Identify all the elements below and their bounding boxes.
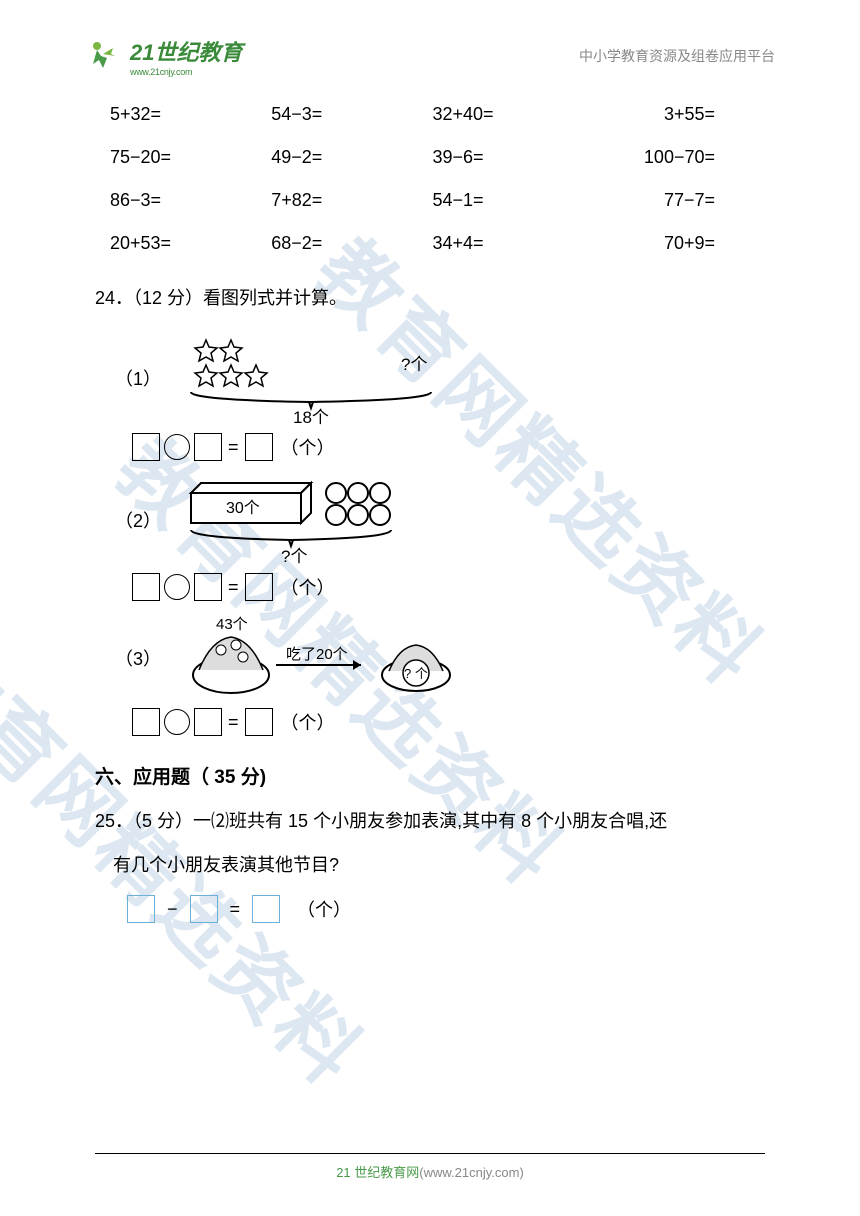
answer-box[interactable]	[252, 895, 280, 923]
fig3-question: ? 个	[404, 666, 428, 681]
unit-label: （个）	[297, 896, 351, 922]
q25-title: 25．（5 分）一⑵班共有 15 个小朋友参加表演,其中有 8 个小朋友合唱,还	[95, 797, 765, 845]
logo: 21世纪教育 www.21cnjy.com	[85, 35, 242, 77]
math-problems-grid: 5+32= 54−3= 32+40= 3+55= 75−20= 49−2= 39…	[95, 92, 765, 274]
unit-label: （个）	[281, 574, 335, 600]
q24-fig1: ?个 18个	[181, 330, 441, 425]
math-cell: 39−6=	[433, 147, 594, 168]
logo-icon	[85, 36, 125, 76]
answer-box[interactable]	[132, 433, 160, 461]
q24-formula1: = （个）	[130, 433, 765, 461]
math-cell: 70+9=	[594, 233, 755, 254]
sub-label: （1）	[115, 365, 161, 391]
math-cell: 20+53=	[110, 233, 271, 254]
q24-fig2: 30个 ?个	[181, 475, 431, 565]
math-cell: 100−70=	[594, 147, 755, 168]
math-cell: 54−1=	[433, 190, 594, 211]
header-right-text: 中小学教育资源及组卷应用平台	[579, 46, 775, 66]
q25-number: 25．	[95, 811, 133, 831]
equals-sign: =	[228, 577, 239, 598]
fig1-question: ?个	[401, 355, 427, 374]
operator-circle[interactable]	[164, 709, 190, 735]
math-cell: 5+32=	[110, 104, 271, 125]
footer-brand: 21 世纪教育网	[336, 1165, 419, 1180]
fig2-question: ?个	[281, 547, 307, 565]
fig1-total: 18个	[293, 408, 329, 425]
fig3-action: 吃了20个	[286, 646, 348, 663]
answer-box[interactable]	[190, 895, 218, 923]
math-cell: 32+40=	[433, 104, 594, 125]
section6-title: 六、应用题（ 35 分)	[95, 750, 765, 797]
footer-url: (www.21cnjy.com)	[419, 1165, 524, 1180]
q24-points: （12 分）	[133, 288, 203, 308]
q25-text1: 一⑵班共有 15 个小朋友参加表演,其中有 8 个小朋友合唱,还	[193, 811, 667, 831]
math-cell: 54−3=	[271, 104, 432, 125]
answer-box[interactable]	[194, 573, 222, 601]
math-cell: 75−20=	[110, 147, 271, 168]
math-cell: 77−7=	[594, 190, 755, 211]
unit-label: （个）	[281, 434, 335, 460]
fig3-start: 43个	[216, 616, 248, 633]
answer-box[interactable]	[245, 433, 273, 461]
sub-label: （3）	[115, 645, 161, 671]
page-header: 21世纪教育 www.21cnjy.com 中小学教育资源及组卷应用平台	[0, 0, 860, 87]
sub-label: （2）	[115, 507, 161, 533]
q24-formula2: = （个）	[130, 573, 765, 601]
math-cell: 7+82=	[271, 190, 432, 211]
answer-box[interactable]	[127, 895, 155, 923]
math-cell: 86−3=	[110, 190, 271, 211]
answer-box[interactable]	[194, 433, 222, 461]
unit-label: （个）	[281, 709, 335, 735]
equals-sign: =	[230, 899, 241, 920]
q24-title: 24．（12 分）看图列式并计算。	[95, 274, 765, 322]
q25-points: （5 分）	[133, 811, 193, 831]
answer-box[interactable]	[245, 708, 273, 736]
page-footer: 21 世纪教育网(www.21cnjy.com)	[0, 1153, 860, 1181]
answer-box[interactable]	[245, 573, 273, 601]
operator-circle[interactable]	[164, 434, 190, 460]
q24-number: 24．	[95, 288, 133, 308]
q24-fig3: 43个 吃了20个 ? 个	[181, 615, 471, 700]
q24-sub1: （1） ?个 18个	[115, 330, 765, 425]
logo-main-text: 21世纪教育	[130, 35, 242, 67]
math-cell: 34+4=	[433, 233, 594, 254]
minus-sign: −	[167, 899, 178, 920]
q25-text2: 有几个小朋友表演其他节目?	[95, 846, 765, 886]
equals-sign: =	[228, 437, 239, 458]
footer-divider	[95, 1153, 765, 1154]
q24-text: 看图列式并计算。	[203, 288, 347, 308]
q25-answer: − = （个）	[125, 895, 765, 923]
math-cell: 68−2=	[271, 233, 432, 254]
equals-sign: =	[228, 712, 239, 733]
math-cell: 49−2=	[271, 147, 432, 168]
answer-box[interactable]	[194, 708, 222, 736]
math-cell: 3+55=	[594, 104, 755, 125]
q24-sub3: （3） 43个 吃了20个 ? 个	[115, 615, 765, 700]
page-content: 5+32= 54−3= 32+40= 3+55= 75−20= 49−2= 39…	[0, 87, 860, 923]
q24-formula3: = （个）	[130, 708, 765, 736]
fig2-count: 30个	[226, 499, 260, 517]
logo-sub-text: www.21cnjy.com	[130, 67, 242, 77]
answer-box[interactable]	[132, 573, 160, 601]
operator-circle[interactable]	[164, 574, 190, 600]
answer-box[interactable]	[132, 708, 160, 736]
q24-sub2: （2） 30个 ?个	[115, 475, 765, 565]
